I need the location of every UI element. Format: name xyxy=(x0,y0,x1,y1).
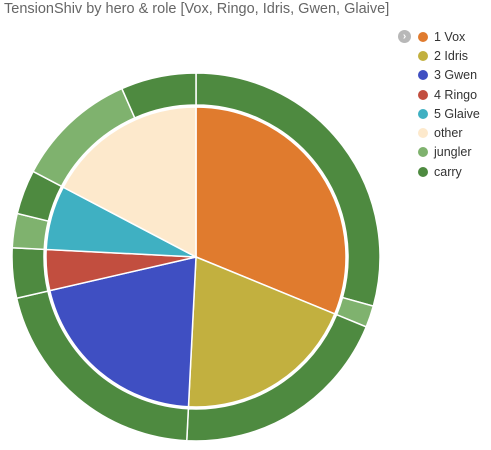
slice-1-vox[interactable] xyxy=(195,106,347,315)
legend-swatch xyxy=(418,166,428,177)
legend-label: jungler xyxy=(434,145,472,160)
legend-item-5-glaive[interactable]: 5 Glaive xyxy=(418,104,480,123)
legend-label: 3 Gwen xyxy=(434,68,478,83)
legend-item-carry[interactable]: carry xyxy=(418,162,480,181)
legend-label: 4 Ringo xyxy=(434,87,478,102)
chart-title: TensionShiv by hero & role [Vox, Ringo, … xyxy=(4,1,390,17)
legend-item-1-vox[interactable]: 1 Vox xyxy=(418,27,480,46)
legend-label: carry xyxy=(434,164,462,179)
slice-4-ringo-carry[interactable] xyxy=(11,246,49,300)
slice-other-carry[interactable] xyxy=(120,72,197,119)
legend-item-2-idris[interactable]: 2 Idris xyxy=(418,46,480,65)
legend-item-jungler[interactable]: jungler xyxy=(418,143,480,162)
legend-swatch xyxy=(418,50,428,61)
legend-item-other[interactable]: other xyxy=(418,123,480,142)
legend-item-4-ringo[interactable]: 4 Ringo xyxy=(418,85,480,104)
legend-swatch xyxy=(418,108,428,119)
legend-swatch xyxy=(418,128,428,139)
legend-swatch xyxy=(418,70,428,81)
legend-swatch xyxy=(418,89,428,100)
legend-label: 1 Vox xyxy=(434,29,466,44)
legend-label: 5 Glaive xyxy=(434,106,480,121)
slice-other[interactable] xyxy=(62,106,197,259)
legend-label: 2 Idris xyxy=(434,48,469,63)
slice-3-gwen[interactable] xyxy=(48,256,197,408)
slice-2-idris[interactable] xyxy=(187,255,336,408)
chevron-right-icon[interactable]: › xyxy=(398,30,411,43)
legend-item-3-gwen[interactable]: 3 Gwen xyxy=(418,66,480,85)
legend-items: 1 Vox 2 Idris 3 Gwen 4 Ringo 5 Glaive other ju… xyxy=(418,27,480,181)
legend-swatch xyxy=(418,147,428,158)
legend-swatch xyxy=(418,31,428,42)
legend-label: other xyxy=(434,126,463,141)
